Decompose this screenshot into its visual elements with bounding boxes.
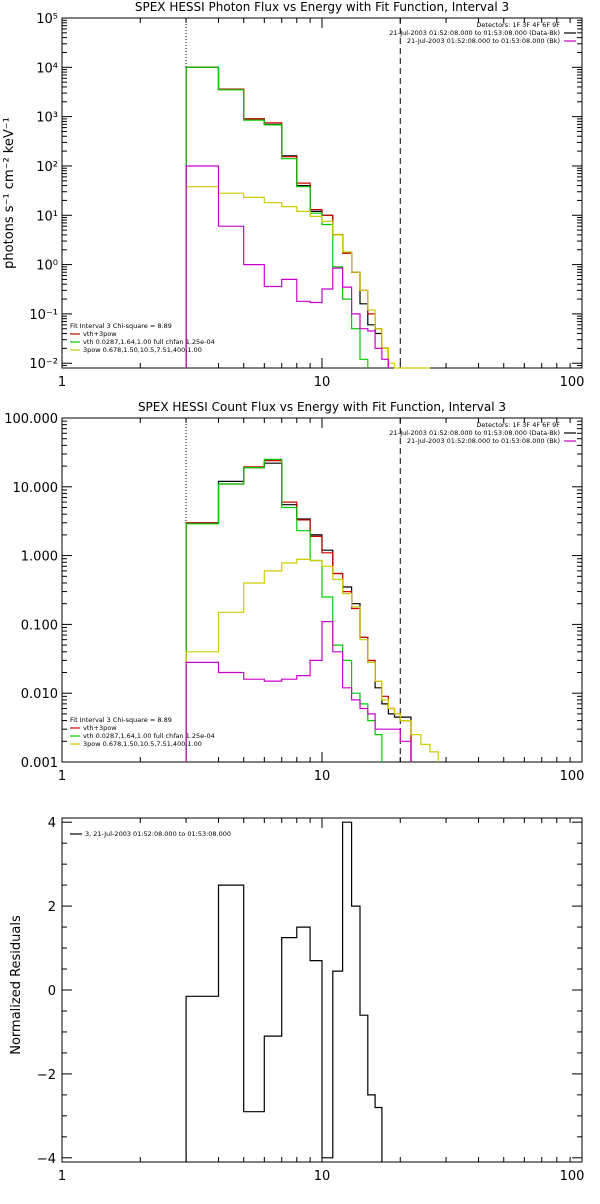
x-tick-label: 1 <box>58 375 66 390</box>
photon-flux-y-axis-label: photons s⁻¹ cm⁻² keV⁻¹ <box>2 117 17 269</box>
count-flux-ticks: 1 10 100 0.001 0.010 0.100 1.000 10.000 100.000 <box>4 412 584 784</box>
x-tick-label: 10 <box>314 769 331 784</box>
x-tick-label: 1 <box>58 769 66 784</box>
y-tick-label: 1.000 <box>21 550 58 565</box>
y-tick-label: 0.100 <box>21 618 58 633</box>
y-tick-label: 0 <box>48 984 56 999</box>
legend-top-entry: Detectors: 1F 3F 4F 6F 9F <box>476 421 560 429</box>
y-tick-label: 10³ <box>36 111 58 126</box>
series-line-3 <box>185 558 439 762</box>
x-tick-label: 1 <box>58 1169 66 1184</box>
count-flux-panel: SPEX HESSI Count Flux vs Energy with Fit… <box>4 400 584 784</box>
x-tick-label: 10 <box>314 375 331 390</box>
y-tick-label: 10⁻¹ <box>29 308 58 323</box>
legend-entry: 3, 21-Jul-2003 01:52:08.000 to 01:53:08.… <box>85 830 231 838</box>
legend-bottom-entry: vth 0.0287,1.64,1.00 full chfan 1.25e-04 <box>83 732 215 740</box>
y-tick-label: 0.001 <box>21 756 58 771</box>
legend-top-entry: 21-Jul-2003 01:52:08.000 to 01:53:08.000… <box>389 429 560 437</box>
y-tick-label: 0.010 <box>21 687 58 702</box>
x-tick-label: 100 <box>560 375 585 390</box>
count-flux-title: SPEX HESSI Count Flux vs Energy with Fit… <box>138 400 506 414</box>
legend-bottom-entry: vth+3pow <box>83 724 117 732</box>
legend-bottom-entry: Fit Interval 3 Chi-square = 8.89 <box>70 322 172 330</box>
residuals-panel: Normalized Residuals 1 10 100 −4 −2 0 2 4 3, 21… <box>9 816 584 1184</box>
series-line-4 <box>185 621 412 762</box>
count-flux-marks <box>185 418 439 762</box>
photon-flux-title: SPEX HESSI Photon Flux vs Energy with Fi… <box>135 0 509 14</box>
legend-bottom-entry: 3pow 0.678,1.50,10.5,7.51,400,1.00 <box>83 740 202 748</box>
residuals-legend: 3, 21-Jul-2003 01:52:08.000 to 01:53:08.… <box>70 830 231 838</box>
y-tick-label: 10⁵ <box>36 12 58 27</box>
x-tick-label: 10 <box>314 1169 331 1184</box>
legend-top-entry: 21-Jul-2003 01:52:08.000 to 01:53:08.000… <box>407 37 560 45</box>
legend-top-entry: Detectors: 1F 3F 4F 6F 9F <box>476 21 560 29</box>
series-line-2 <box>185 458 383 762</box>
residuals-ticks: 1 10 100 −4 −2 0 2 4 <box>37 816 585 1184</box>
photon-flux-marks <box>185 18 430 369</box>
x-tick-label: 100 <box>560 769 585 784</box>
x-tick-label: 100 <box>560 1169 585 1184</box>
y-tick-label: 4 <box>48 816 56 831</box>
y-tick-label: −4 <box>37 1152 56 1167</box>
y-tick-label: 2 <box>48 900 56 915</box>
residuals-y-axis-label: Normalized Residuals <box>9 915 24 1055</box>
series-line-1 <box>185 66 389 368</box>
legend-bottom-entry: Fit Interval 3 Chi-square = 8.89 <box>70 716 172 724</box>
legend-top-entry: 21-Jul-2003 01:52:08.000 to 01:53:08.000… <box>389 29 560 37</box>
y-tick-label: 10.000 <box>13 481 59 496</box>
residuals-marks <box>185 821 383 1162</box>
y-tick-label: 100.000 <box>4 412 58 427</box>
y-tick-label: 10² <box>36 160 58 175</box>
y-tick-label: 10⁴ <box>36 61 58 76</box>
photon-flux-ticks: 1 10 100 10⁻² 10⁻¹ 10⁰ 10¹ 10² 10³ 10⁴ 10⁵ <box>29 12 584 390</box>
series-line-4 <box>185 165 389 368</box>
y-tick-label: 10¹ <box>36 209 58 224</box>
photon-flux-panel: SPEX HESSI Photon Flux vs Energy with Fi… <box>2 0 584 390</box>
legend-bottom-entry: vth+3pow <box>83 330 117 338</box>
series-line-0 <box>185 821 383 1162</box>
series-line-2 <box>185 66 369 368</box>
legend-bottom-entry: 3pow 0.678,1.50,10.5,7.51,400,1.00 <box>83 346 202 354</box>
legend-top-entry: 21-Jul-2003 01:52:08.000 to 01:53:08.000… <box>407 437 560 445</box>
y-tick-label: −2 <box>37 1068 56 1083</box>
legend-bottom-entry: vth 0.0287,1.64,1.00 full chfan 1.25e-04 <box>83 338 215 346</box>
y-tick-label: 10⁰ <box>36 259 58 274</box>
y-tick-label: 10⁻² <box>29 357 58 372</box>
